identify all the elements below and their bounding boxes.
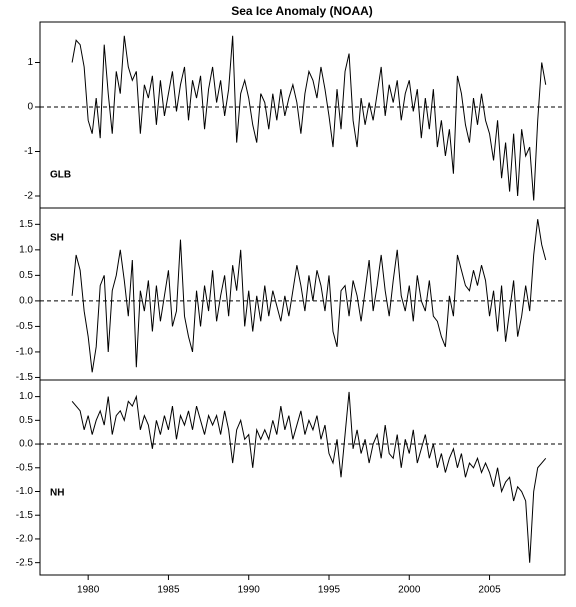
y-tick-label: -2.0 [16,534,34,545]
chart-title: Sea Ice Anomaly (NOAA) [231,4,373,18]
panel-frame [39,379,566,576]
y-tick-label: 0.0 [19,296,33,307]
y-tick-label: 0 [27,102,33,113]
y-tick-label: -1.5 [16,372,34,383]
data-line [71,391,547,563]
panel-label: GLB [50,170,71,181]
y-tick-label: -1 [24,146,33,157]
x-tick-label: 1980 [77,585,100,596]
y-tick-label: -1.0 [16,486,34,497]
x-tick-label: 2000 [398,585,421,596]
y-tick-label: 0.5 [19,270,33,281]
x-tick-label: 1985 [157,585,180,596]
y-tick-label: 1.0 [19,391,33,402]
y-tick-label: 0.5 [19,415,33,426]
y-tick-label: -1.5 [16,510,34,521]
y-tick-label: 1.5 [19,219,33,230]
data-line [71,35,547,201]
x-tick-label: 1990 [238,585,261,596]
x-tick-label: 2005 [478,585,501,596]
y-tick-label: -2.5 [16,557,34,568]
y-tick-label: -2 [24,191,33,202]
y-tick-label: -0.5 [16,462,34,473]
y-tick-label: 1.0 [19,244,33,255]
y-tick-label: -0.5 [16,321,34,332]
x-tick-label: 1995 [318,585,341,596]
panel-label: SH [50,233,64,244]
panel-label: NH [50,488,64,499]
y-tick-label: 0.0 [19,439,33,450]
y-tick-label: -1.0 [16,347,34,358]
data-line [71,219,547,373]
y-tick-label: 1 [27,57,33,68]
